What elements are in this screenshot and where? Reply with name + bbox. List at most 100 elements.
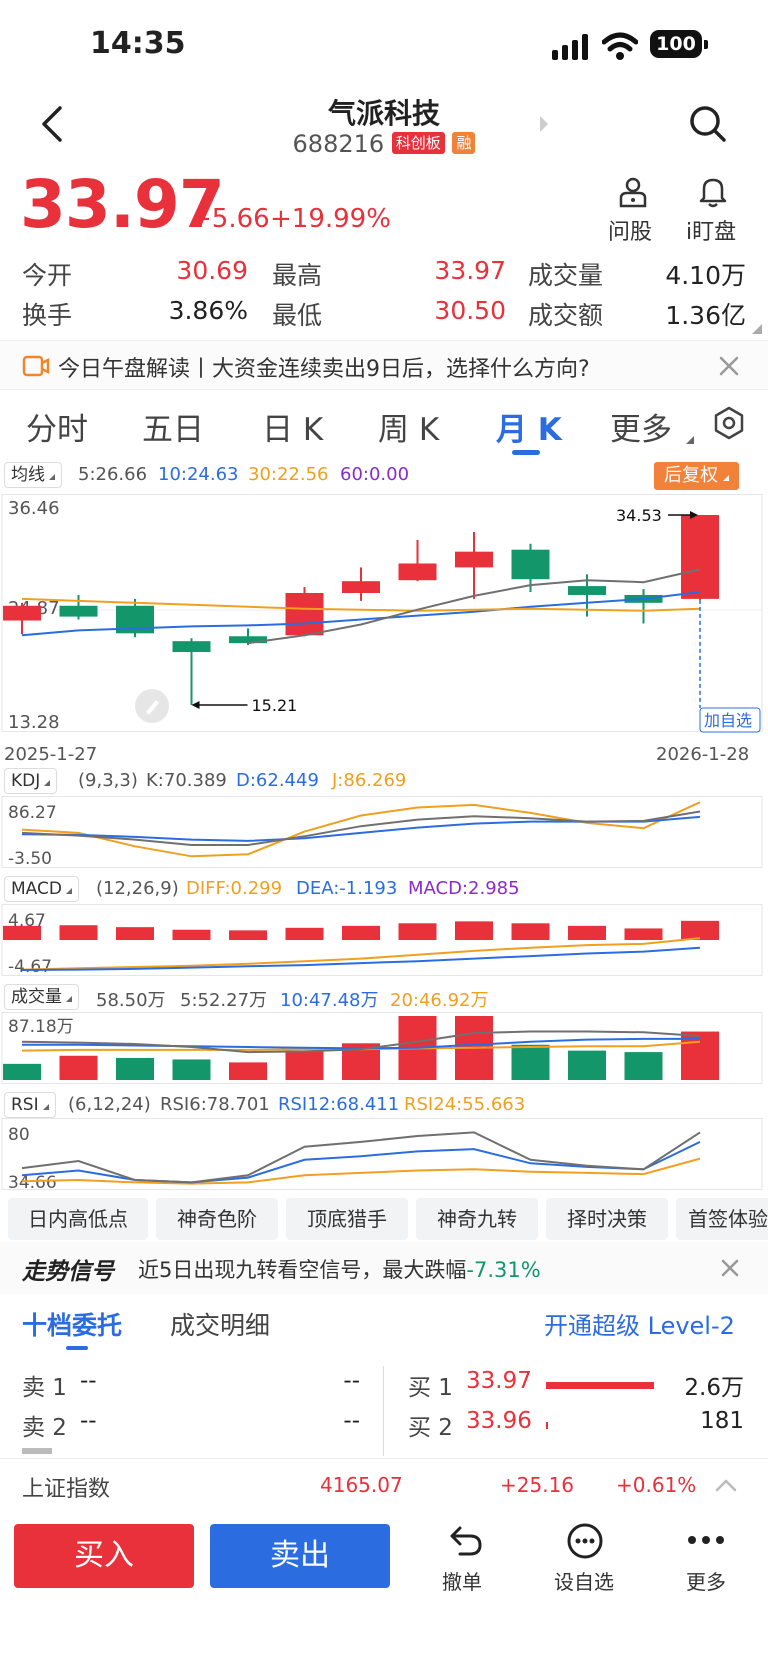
macd-bar <box>511 923 550 940</box>
cancel-order-label[interactable]: 撤单 <box>442 1570 482 1594</box>
volume-selector[interactable]: 成交量 <box>4 984 79 1010</box>
low-arrow <box>191 701 200 710</box>
advisor-label[interactable]: 问股 <box>608 220 653 245</box>
macd-bar <box>455 921 493 940</box>
bid1-price: 33.97 <box>466 1368 532 1394</box>
stock-code: 688216 <box>292 130 385 158</box>
candle-body <box>568 586 606 595</box>
stat-open-label: 今开 <box>22 261 73 290</box>
tab-weekly-k[interactable]: 周 K <box>378 412 440 448</box>
ask1-volume: -- <box>343 1368 360 1394</box>
margin-tag: 融 <box>452 132 476 154</box>
price-change-pct: +19.99% <box>270 204 391 234</box>
order-book-area: 卖 1 -- -- 卖 2 -- -- 买 1 33.97 2.6万 买 2 3… <box>0 1360 768 1456</box>
tab-more[interactable]: 更多 <box>610 412 672 448</box>
add-watch-icon[interactable] <box>566 1522 604 1560</box>
expand-corner-icon[interactable] <box>752 324 762 334</box>
signal-description: 近5日出现九转看空信号，最大跌幅 <box>138 1258 467 1282</box>
back-icon[interactable] <box>38 104 64 144</box>
macd-selector[interactable]: MACD <box>4 876 79 902</box>
chevron-up-icon[interactable] <box>714 1477 738 1493</box>
tool-chip-timing[interactable]: 择时决策 <box>546 1198 668 1240</box>
news-banner[interactable]: 今日午盘解读丨大资金连续卖出9日后，选择什么方向? <box>0 340 768 390</box>
volume-frame <box>1 1012 763 1084</box>
price-change: +5.66 <box>190 204 270 234</box>
ma-selector[interactable]: 均线 <box>4 462 62 488</box>
rsi-frame <box>1 1118 763 1190</box>
bell-icon[interactable] <box>698 176 728 208</box>
news-text[interactable]: 今日午盘解读丨大资金连续卖出9日后，选择什么方向? <box>58 357 590 382</box>
tab-order-book[interactable]: 十档委托 <box>22 1311 123 1340</box>
tab-daily-k[interactable]: 日 K <box>262 412 324 448</box>
x-end-label: 2026-1-28 <box>656 744 750 765</box>
stat-turnover-label: 换手 <box>22 301 73 330</box>
kdj-chart: 86.27 -3.50 <box>1 796 763 868</box>
order-book-underline <box>66 1346 88 1350</box>
bid1-label: 买 1 <box>408 1375 453 1401</box>
stock-code-row: 688216 科创板 融 <box>0 130 768 158</box>
tool-chip-color-scale[interactable]: 神奇色阶 <box>156 1198 278 1240</box>
kdj-params: (9,3,3) <box>78 770 138 791</box>
ma-bar: 均线 5:26.66 10:24.63 30:22.56 60:0.00 后复权 <box>0 462 768 492</box>
adjust-button[interactable]: 后复权 <box>654 462 739 490</box>
undo-icon[interactable] <box>448 1524 484 1558</box>
tool-chip-trial[interactable]: 首签体验 <box>676 1198 768 1240</box>
buy-label: 买入 <box>74 1538 134 1573</box>
next-stock-icon[interactable] <box>538 114 550 134</box>
add-watch-label[interactable]: 设自选 <box>554 1570 614 1594</box>
tab-monthly-k[interactable]: 月 K <box>496 412 562 448</box>
tab-trade-detail[interactable]: 成交明细 <box>170 1311 271 1340</box>
rsi-selector[interactable]: RSI <box>4 1092 56 1118</box>
signal-banner[interactable]: 走势信号 近5日出现九转看空信号，最大跌幅-7.31% <box>0 1242 768 1294</box>
macd-bar <box>624 928 663 940</box>
tool-chip-nine-turn[interactable]: 神奇九转 <box>416 1198 538 1240</box>
advisor-icon[interactable] <box>618 176 648 208</box>
rsi-params: (6,12,24) <box>68 1094 151 1115</box>
macd-bar <box>116 927 154 940</box>
level2-upgrade-link[interactable]: 开通超级 Level-2 <box>544 1312 735 1340</box>
macd-diff: DIFF:0.299 <box>186 878 283 899</box>
sell-label: 卖出 <box>270 1538 330 1573</box>
sell-button[interactable]: 卖出 <box>210 1524 390 1588</box>
macd-bar <box>229 930 267 940</box>
y-bottom-label: 13.28 <box>8 712 60 733</box>
battery-level: 100 <box>656 33 696 55</box>
tool-chip-intraday-high-low[interactable]: 日内高低点 <box>8 1198 148 1240</box>
ask2-price: -- <box>80 1408 97 1434</box>
volume-ma5-line <box>21 1030 701 1054</box>
more-label[interactable]: 更多 <box>686 1570 726 1594</box>
tab-underline <box>512 450 540 455</box>
volume-bar <box>116 1057 154 1080</box>
settings-icon[interactable] <box>712 406 746 440</box>
wifi-icon <box>602 32 638 60</box>
rsi-header: RSI (6,12,24) RSI6:78.701 RSI12:68.411 R… <box>0 1092 768 1120</box>
adjust-label: 后复权 <box>664 465 718 486</box>
volume-chart: 87.18万 <box>1 1012 763 1084</box>
kdj-selector[interactable]: KDJ <box>4 768 58 794</box>
search-icon[interactable] <box>688 104 728 144</box>
volume-bar <box>172 1059 211 1080</box>
add-watch-label[interactable]: 加自选 <box>704 711 752 730</box>
tab-intraday[interactable]: 分时 <box>26 412 88 448</box>
y-top-label: 36.46 <box>8 498 60 519</box>
bid2-volume-bar <box>546 1422 549 1429</box>
add-watch-box[interactable] <box>699 707 761 733</box>
tab-five-day[interactable]: 五日 <box>142 412 204 448</box>
macd-bar <box>3 925 41 940</box>
tool-chip-top-bottom-hunter[interactable]: 顶底猎手 <box>286 1198 408 1240</box>
more-icon[interactable] <box>686 1534 726 1546</box>
index-bar[interactable]: 上证指数 4165.07 +25.16 +0.61% <box>0 1458 768 1512</box>
x-start-label: 2025-1-27 <box>4 744 98 765</box>
stat-volume-label: 成交量 <box>528 261 604 290</box>
kdj-header: KDJ (9,3,3) K:70.389 D:62.449 J:86.269 <box>0 768 768 796</box>
macd-bar <box>59 925 98 940</box>
buy-button[interactable]: 买入 <box>14 1524 194 1588</box>
signal-close-icon[interactable] <box>720 1258 740 1278</box>
macd-bar <box>398 923 437 940</box>
close-icon[interactable] <box>718 355 740 377</box>
monitor-label[interactable]: i盯盘 <box>686 220 737 245</box>
stat-volume-value: 4.10万 <box>665 261 746 290</box>
volume-current: 58.50万 <box>96 990 166 1011</box>
index-name: 上证指数 <box>22 1477 111 1502</box>
